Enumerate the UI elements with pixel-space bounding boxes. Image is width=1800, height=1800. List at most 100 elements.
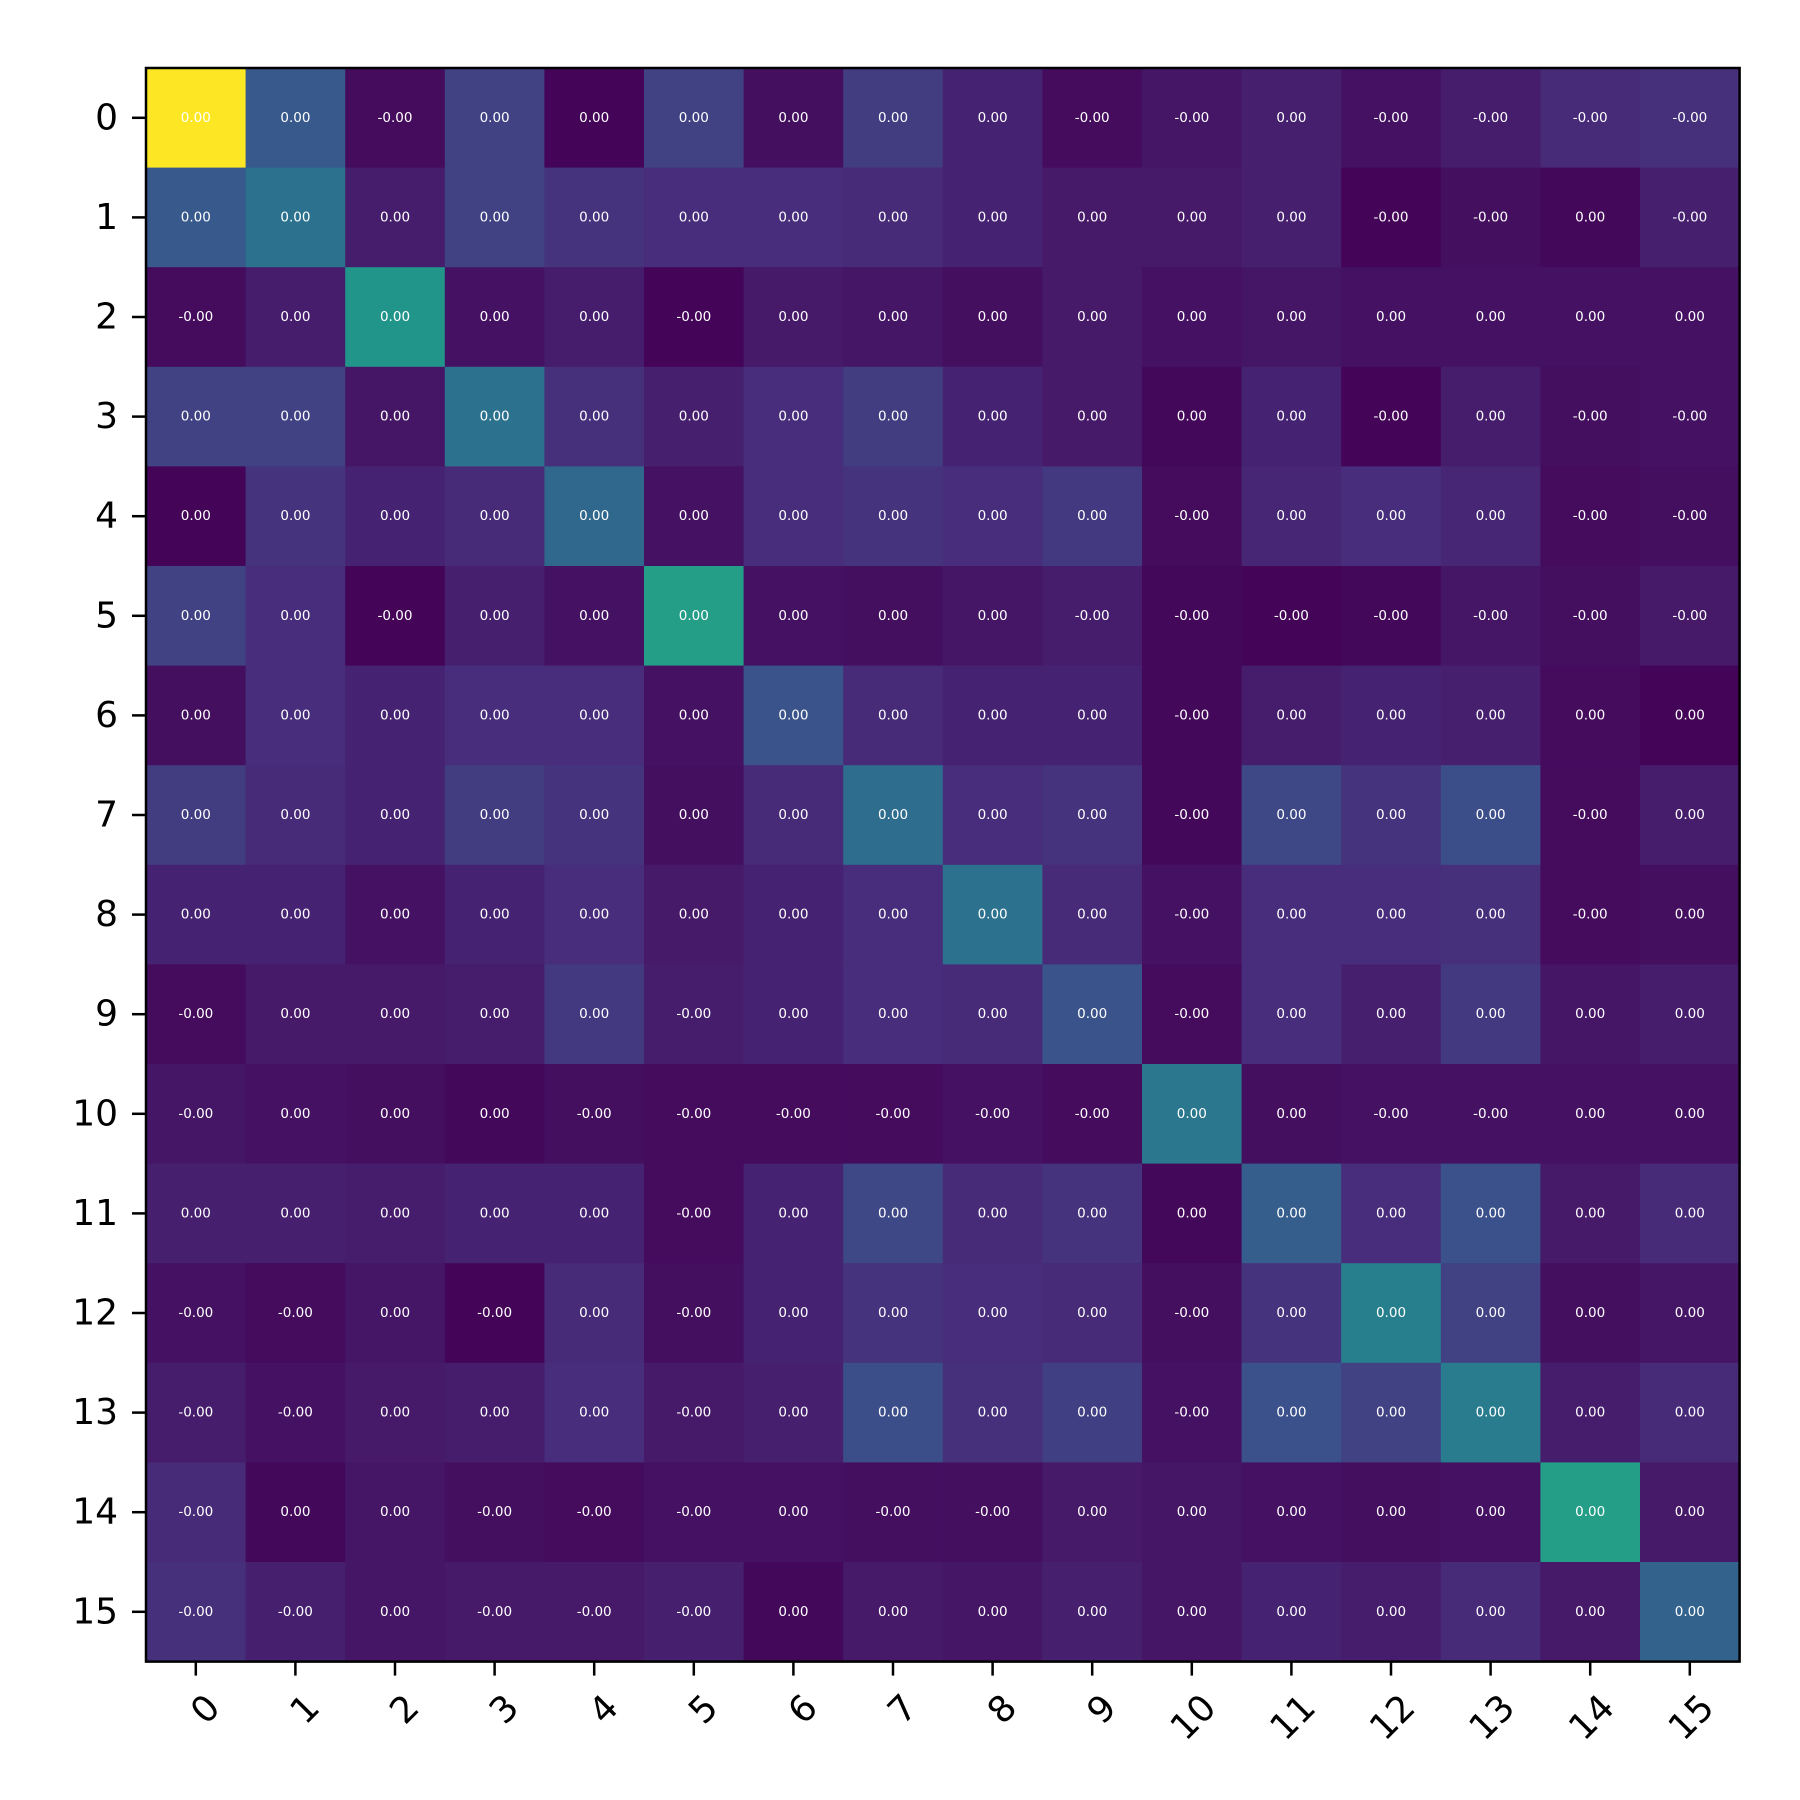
heatmap-cell-label: -0.00 [1374, 409, 1409, 425]
heatmap-cell [444, 267, 545, 368]
heatmap-cell [245, 1562, 346, 1663]
heatmap-cell-label: 0.00 [878, 209, 908, 225]
heatmap-cell-label: -0.00 [1174, 508, 1209, 524]
heatmap-cell [942, 466, 1043, 567]
heatmap-cell-label: 0.00 [280, 110, 310, 126]
heatmap-cell [1142, 964, 1243, 1065]
heatmap-cell [843, 566, 944, 667]
heatmap-cell [1241, 1064, 1342, 1165]
heatmap-cell [1640, 1562, 1741, 1663]
heatmap-cell [743, 665, 844, 766]
heatmap-cell [245, 765, 346, 866]
heatmap-cell [146, 267, 247, 368]
heatmap-cell [942, 1064, 1043, 1165]
heatmap-cell [1142, 1263, 1243, 1364]
heatmap-cell-label: 0.00 [778, 1504, 808, 1520]
heatmap-cell [146, 864, 247, 965]
heatmap-cell-label: 0.00 [1575, 209, 1605, 225]
heatmap-cell-label: 0.00 [1177, 1604, 1207, 1620]
heatmap-cell [743, 366, 844, 467]
heatmap-cell [1540, 68, 1641, 169]
heatmap-cell-label: 0.00 [1376, 309, 1406, 325]
heatmap-cell [544, 1163, 645, 1264]
heatmap-cell [743, 1064, 844, 1165]
heatmap-cell-label: 0.00 [579, 309, 609, 325]
heatmap-cell-label: 0.00 [1177, 1106, 1207, 1122]
heatmap-cell-label: 0.00 [380, 1305, 410, 1321]
heatmap-cell-label: 0.00 [978, 409, 1008, 425]
heatmap-cell [1540, 1562, 1641, 1663]
heatmap-cell-label: 0.00 [380, 1504, 410, 1520]
heatmap-cell-label: -0.00 [676, 1604, 711, 1620]
heatmap-cell [1440, 68, 1541, 169]
heatmap-cell [146, 765, 247, 866]
heatmap-cell-label: 0.00 [1575, 1405, 1605, 1421]
heatmap-cell [245, 1362, 346, 1463]
heatmap-cell-label: 0.00 [181, 608, 211, 624]
heatmap-cell-label: 0.00 [778, 508, 808, 524]
y-tick-label: 1 [95, 197, 118, 238]
heatmap-cell-label: 0.00 [1177, 1205, 1207, 1221]
heatmap-cell-label: -0.00 [1374, 1106, 1409, 1122]
heatmap-cell [146, 964, 247, 1065]
heatmap-cell-label: 0.00 [878, 409, 908, 425]
x-tick-label: 5 [681, 1687, 726, 1732]
heatmap-cell-label: -0.00 [1174, 807, 1209, 823]
heatmap-cell [644, 68, 745, 169]
heatmap-cell-label: 0.00 [1476, 508, 1506, 524]
heatmap-cell [942, 167, 1043, 268]
heatmap-cell-label: -0.00 [577, 1106, 612, 1122]
x-tick-label: 12 [1362, 1687, 1423, 1748]
heatmap-cell [843, 68, 944, 169]
heatmap-cell-label: -0.00 [1174, 907, 1209, 923]
heatmap-cell-label: 0.00 [1077, 1504, 1107, 1520]
heatmap-cell-label: -0.00 [1573, 110, 1608, 126]
heatmap-cell-label: -0.00 [278, 1604, 313, 1620]
heatmap-cell-label: -0.00 [278, 1305, 313, 1321]
heatmap-cell-label: 0.00 [1077, 1604, 1107, 1620]
heatmap-cell [1142, 665, 1243, 766]
heatmap-cell [544, 1263, 645, 1364]
heatmap-cell [245, 68, 346, 169]
heatmap-cell-label: 0.00 [878, 1604, 908, 1620]
heatmap-cell [1241, 1163, 1342, 1264]
heatmap-cell-label: -0.00 [477, 1305, 512, 1321]
heatmap-cell [1042, 665, 1143, 766]
heatmap-cell [644, 1462, 745, 1563]
heatmap-cell [942, 765, 1043, 866]
heatmap-cell [1341, 1362, 1442, 1463]
heatmap-cell-label: -0.00 [1374, 110, 1409, 126]
heatmap-cell [1042, 1163, 1143, 1264]
heatmap-cell [942, 665, 1043, 766]
heatmap-cell [1142, 1362, 1243, 1463]
heatmap-cell [1640, 864, 1741, 965]
heatmap-cell [743, 864, 844, 965]
heatmap-cell-label: -0.00 [1473, 110, 1508, 126]
heatmap-cell [1640, 366, 1741, 467]
heatmap-cell-label: 0.00 [1575, 1205, 1605, 1221]
heatmap-cell [644, 1163, 745, 1264]
heatmap-cell-label: 0.00 [280, 309, 310, 325]
heatmap-cell-label: -0.00 [178, 1504, 213, 1520]
heatmap-cell-label: 0.00 [280, 209, 310, 225]
heatmap-cell-label: 0.00 [1276, 110, 1306, 126]
heatmap-cell-label: 0.00 [579, 1205, 609, 1221]
y-tick-label: 8 [95, 894, 118, 935]
heatmap-cell-label: 0.00 [1675, 1604, 1705, 1620]
heatmap-cell-label: 0.00 [679, 209, 709, 225]
heatmap-cell-label: 0.00 [1476, 309, 1506, 325]
heatmap-cell-label: 0.00 [1575, 1106, 1605, 1122]
heatmap-cell-label: 0.00 [280, 1504, 310, 1520]
heatmap-cell [1540, 864, 1641, 965]
heatmap-cell-label: 0.00 [1177, 409, 1207, 425]
heatmap-cell [1640, 1064, 1741, 1165]
heatmap-cell [245, 466, 346, 567]
heatmap-cell-label: 0.00 [480, 209, 510, 225]
heatmap-cell-label: 0.00 [1376, 508, 1406, 524]
heatmap-cell-label: 0.00 [1177, 1504, 1207, 1520]
heatmap-cell-label: -0.00 [1174, 608, 1209, 624]
heatmap-cell-label: 0.00 [1276, 209, 1306, 225]
heatmap-cell [1042, 1562, 1143, 1663]
heatmap-cell [1241, 466, 1342, 567]
heatmap-cell [843, 1263, 944, 1364]
